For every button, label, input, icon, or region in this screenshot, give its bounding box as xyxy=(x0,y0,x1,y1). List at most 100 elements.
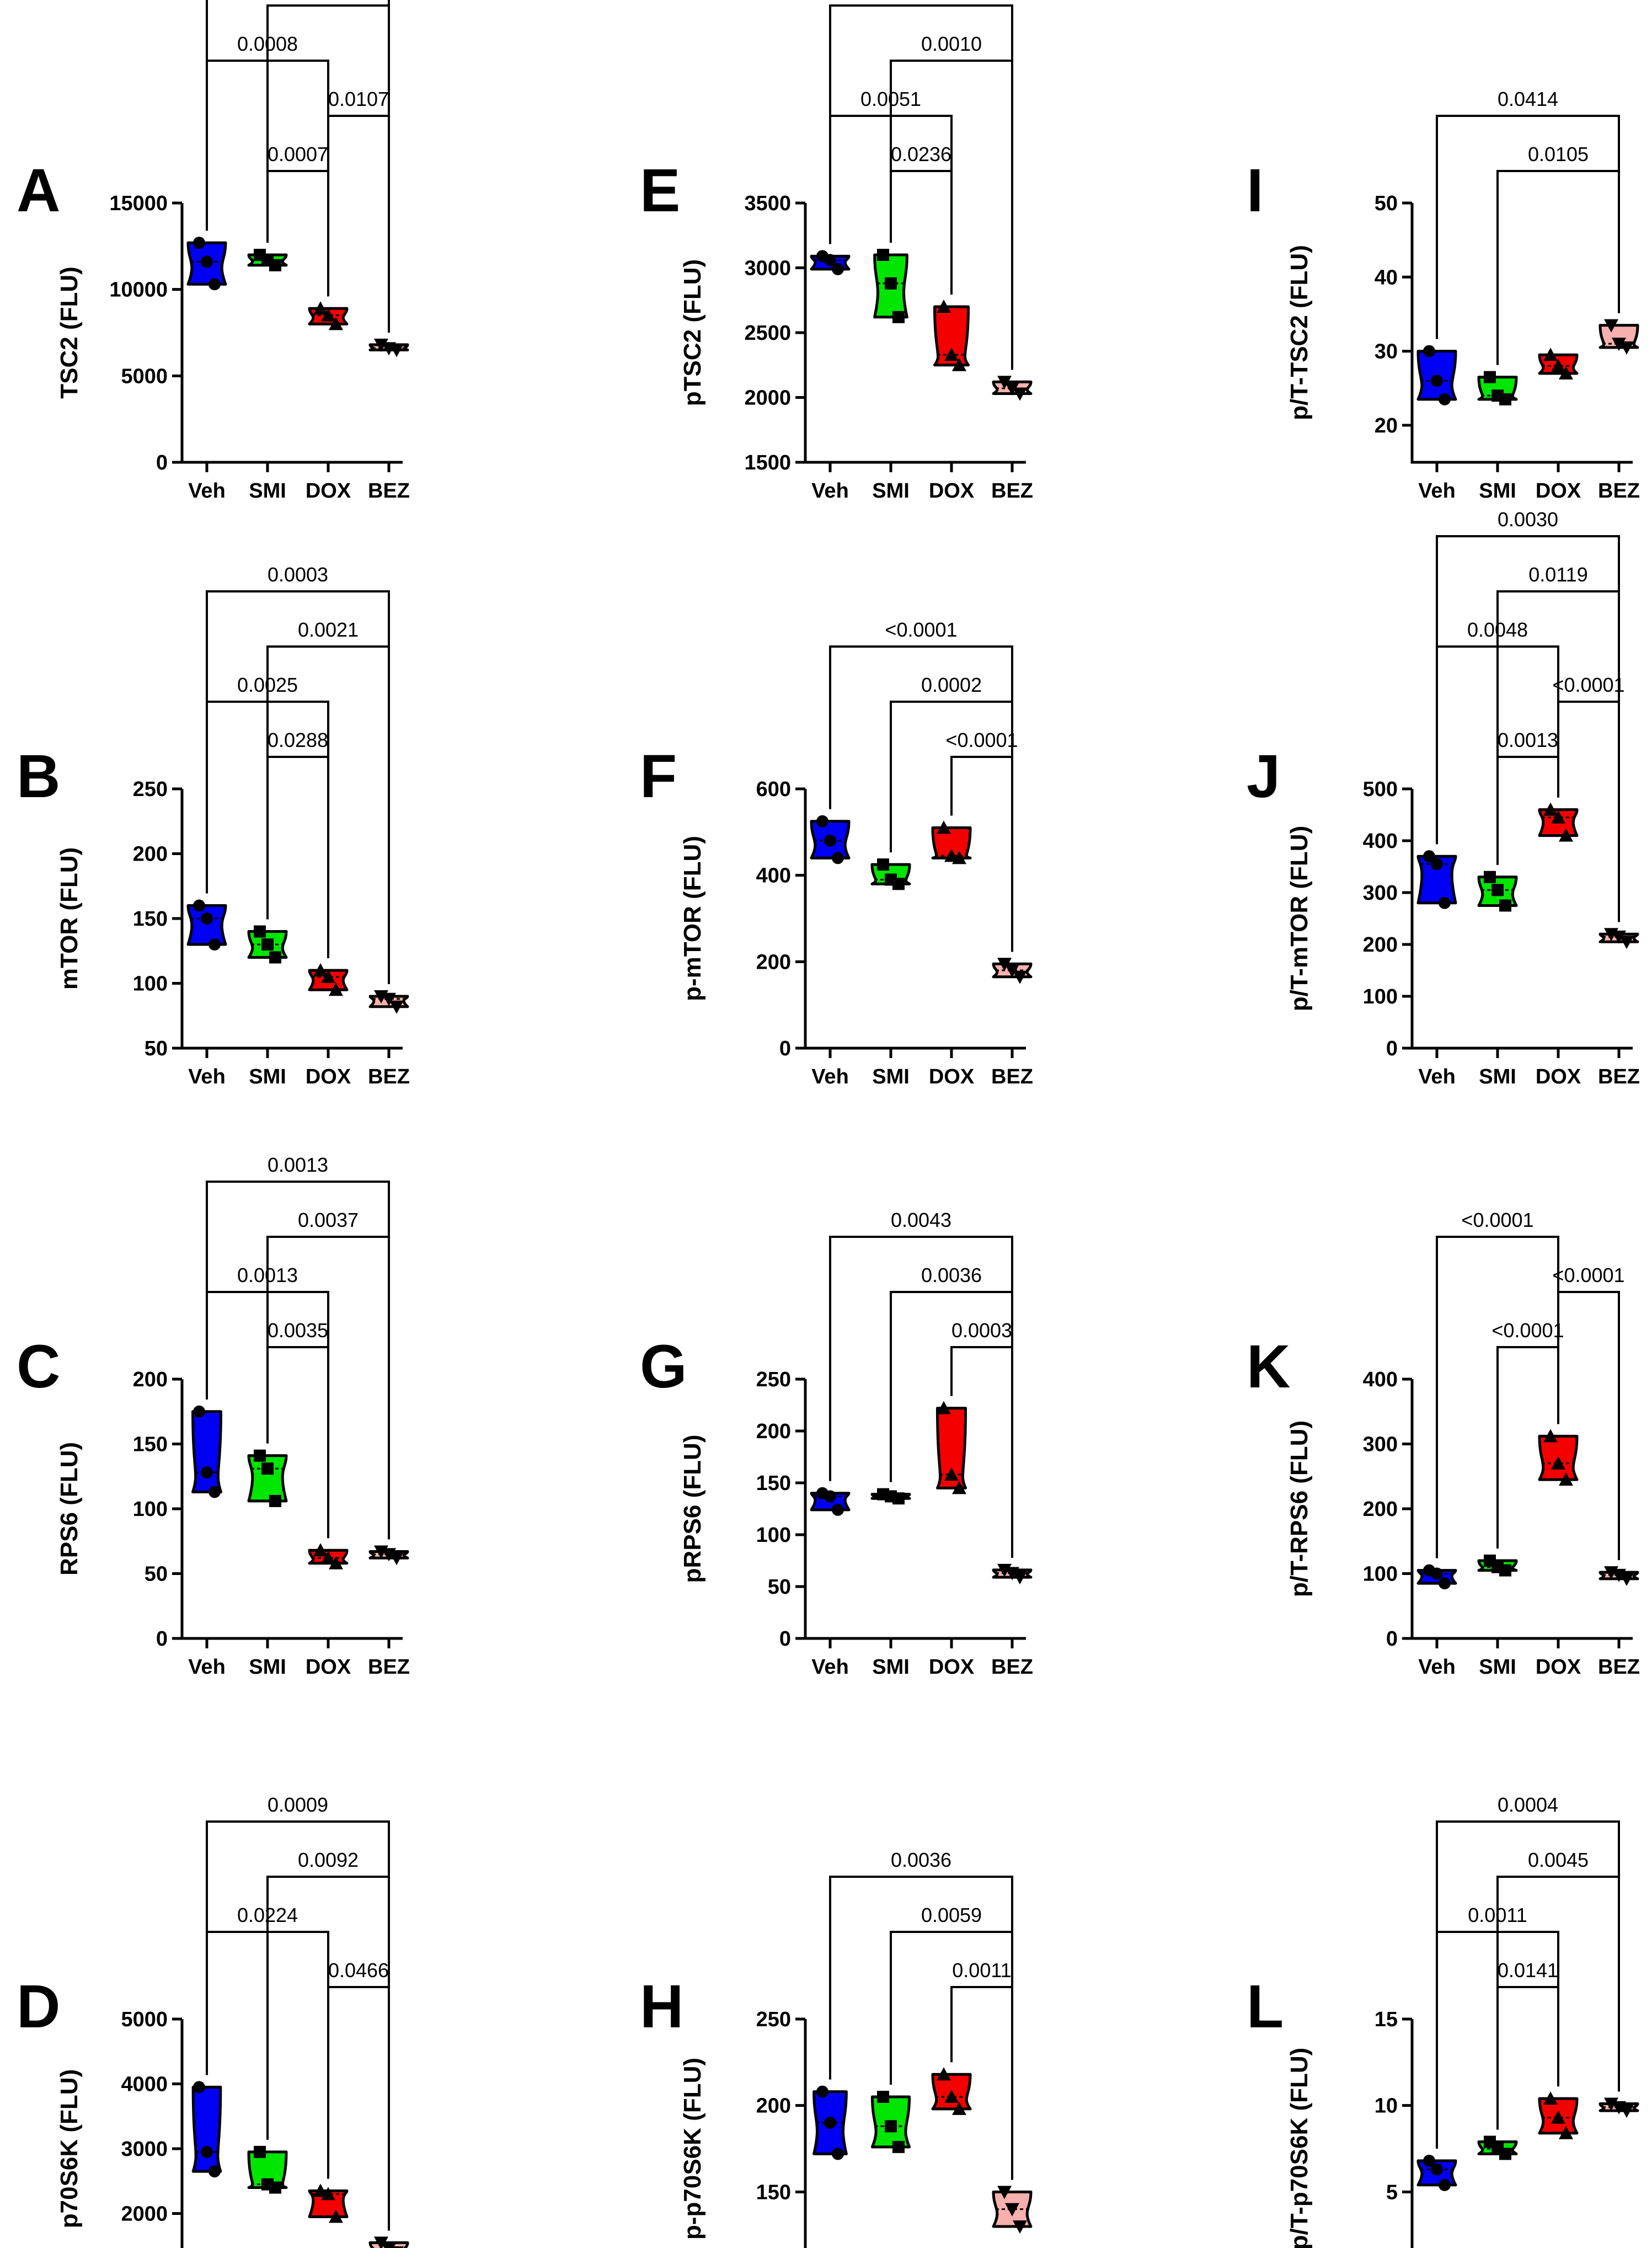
p-value-J-SMI-BEZ: 0.0119 xyxy=(1528,563,1587,586)
x-tick-label-I-DOX: DOX xyxy=(1536,479,1581,503)
x-tick-label-F-SMI: SMI xyxy=(872,1065,910,1088)
y-axis-label-D: p70S6K (FLU) xyxy=(56,2069,83,2228)
point-C-DOX-2 xyxy=(329,1556,343,1569)
point-K-DOX-1 xyxy=(1551,1456,1565,1470)
y-tick-label-E-3500: 3500 xyxy=(744,192,791,215)
p-value-J-Veh-DOX: 0.0048 xyxy=(1467,618,1528,641)
y-tick-label-D-4000: 4000 xyxy=(121,2073,168,2096)
bracket-C-Veh-BEZ xyxy=(206,1181,390,1540)
point-E-DOX-1 xyxy=(944,347,959,361)
point-F-DOX-2 xyxy=(952,851,966,864)
y-axis-label-A: TSC2 (FLU) xyxy=(56,266,83,399)
x-tick-label-A-BEZ: BEZ xyxy=(368,479,410,503)
y-tick-label-F-600: 600 xyxy=(756,778,791,801)
point-G-DOX-2 xyxy=(952,1481,966,1494)
x-tick-label-C-Veh: Veh xyxy=(188,1656,226,1679)
point-C-SMI-2 xyxy=(269,1494,281,1507)
y-tick-label-K-0: 0 xyxy=(1386,1627,1398,1651)
y-tick-label-C-100: 100 xyxy=(133,1498,168,1521)
bracket-J-SMI-DOX xyxy=(1496,756,1559,865)
point-F-SMI-2 xyxy=(892,878,905,890)
y-tick-label-B-50: 50 xyxy=(145,1037,168,1060)
y-axis-label-I: p/T-TSC2 (FLU) xyxy=(1286,245,1313,420)
p-value-L-SMI-DOX: 0.0141 xyxy=(1498,1959,1558,1982)
point-J-DOX-0 xyxy=(1543,802,1558,816)
violin-C-Veh xyxy=(191,1410,222,1493)
y-tick-label-G-200: 200 xyxy=(756,1420,791,1443)
p-value-I-SMI-BEZ: 0.0105 xyxy=(1528,143,1589,165)
y-axis-label-E: pTSC2 (FLU) xyxy=(679,259,706,406)
bracket-C-SMI-DOX xyxy=(266,1346,329,1539)
y-tick-label-I-40: 40 xyxy=(1375,266,1398,289)
point-D-SMI-0 xyxy=(254,2145,266,2158)
y-tick-label-C-0: 0 xyxy=(156,1627,168,1651)
bracket-A-SMI-DOX xyxy=(266,170,329,297)
point-K-SMI-2 xyxy=(1499,1564,1511,1577)
y-tick-label-L-10: 10 xyxy=(1375,2095,1398,2118)
p-value-J-DOX-BEZ: <0.0001 xyxy=(1552,674,1624,696)
y-tick-label-J-0: 0 xyxy=(1386,1037,1398,1060)
bracket-J-DOX-BEZ xyxy=(1557,701,1620,922)
point-L-BEZ-0 xyxy=(1604,2097,1618,2111)
y-tick-label-J-300: 300 xyxy=(1363,882,1398,905)
point-E-Veh-1 xyxy=(824,254,836,266)
p-value-F-Veh-BEZ: <0.0001 xyxy=(885,618,957,641)
y-tick-label-H-200: 200 xyxy=(756,2095,791,2118)
y-tick-label-D-2000: 2000 xyxy=(121,2203,168,2226)
point-A-BEZ-2 xyxy=(389,344,404,357)
p-value-B-SMI-DOX: 0.0288 xyxy=(268,729,328,751)
point-I-BEZ-2 xyxy=(1619,341,1634,355)
y-tick-label-A-0: 0 xyxy=(156,451,168,474)
bracket-E-SMI-BEZ xyxy=(890,60,1013,370)
panel-letter-G: G xyxy=(640,1333,687,1401)
point-G-SMI-2 xyxy=(892,1492,905,1505)
y-tick-label-B-200: 200 xyxy=(133,843,168,866)
point-A-DOX-1 xyxy=(321,308,335,322)
point-G-Veh-1 xyxy=(824,1490,836,1503)
y-tick-label-A-10000: 10000 xyxy=(109,279,168,302)
point-C-SMI-0 xyxy=(254,1449,266,1462)
panel-letter-F: F xyxy=(640,743,677,810)
p-value-A-SMI-DOX: 0.0007 xyxy=(268,143,328,165)
point-D-Veh-1 xyxy=(201,2145,213,2158)
point-D-DOX-2 xyxy=(329,2209,343,2223)
point-L-Veh-1 xyxy=(1431,2163,1443,2176)
point-F-Veh-1 xyxy=(824,835,836,847)
y-axis-label-J: p/T-mTOR (FLU) xyxy=(1286,826,1313,1011)
panel-letter-H: H xyxy=(640,1973,683,2041)
panel-letter-I: I xyxy=(1247,157,1264,225)
x-tick-label-C-BEZ: BEZ xyxy=(368,1656,410,1679)
p-value-K-DOX-BEZ: <0.0001 xyxy=(1552,1264,1624,1286)
y-tick-label-J-400: 400 xyxy=(1363,830,1398,853)
point-J-Veh-1 xyxy=(1431,858,1443,871)
point-J-BEZ-2 xyxy=(1619,936,1634,949)
y-tick-label-G-150: 150 xyxy=(756,1472,791,1495)
point-J-SMI-0 xyxy=(1484,871,1496,883)
x-tick-label-A-SMI: SMI xyxy=(249,479,286,503)
p-value-H-DOX-BEZ: 0.0011 xyxy=(952,1959,1011,1982)
p-value-L-Veh-BEZ: 0.0004 xyxy=(1498,1793,1558,1816)
point-F-BEZ-2 xyxy=(1013,970,1027,984)
p-value-G-Veh-BEZ: 0.0043 xyxy=(891,1209,951,1231)
point-B-Veh-2 xyxy=(208,938,221,951)
point-J-DOX-2 xyxy=(1559,828,1573,842)
x-tick-label-I-BEZ: BEZ xyxy=(1598,479,1640,503)
point-C-DOX-0 xyxy=(313,1543,328,1557)
y-axis-label-H: p-p70S6K (FLU) xyxy=(679,2058,706,2240)
p-value-E-SMI-DOX: 0.0236 xyxy=(891,143,951,165)
bracket-K-SMI-DOX xyxy=(1496,1346,1559,1548)
panel-letter-C: C xyxy=(17,1333,60,1401)
y-tick-label-C-150: 150 xyxy=(133,1433,168,1456)
point-E-DOX-2 xyxy=(952,357,966,371)
x-tick-label-B-SMI: SMI xyxy=(249,1065,286,1088)
y-tick-label-K-300: 300 xyxy=(1363,1433,1398,1456)
x-tick-label-F-DOX: DOX xyxy=(929,1065,975,1088)
p-value-E-Veh-DOX: 0.0051 xyxy=(860,88,921,110)
y-tick-label-J-100: 100 xyxy=(1363,985,1398,1008)
y-tick-label-E-2000: 2000 xyxy=(744,387,791,410)
point-F-DOX-0 xyxy=(937,820,951,834)
panel-letter-A: A xyxy=(17,157,60,225)
